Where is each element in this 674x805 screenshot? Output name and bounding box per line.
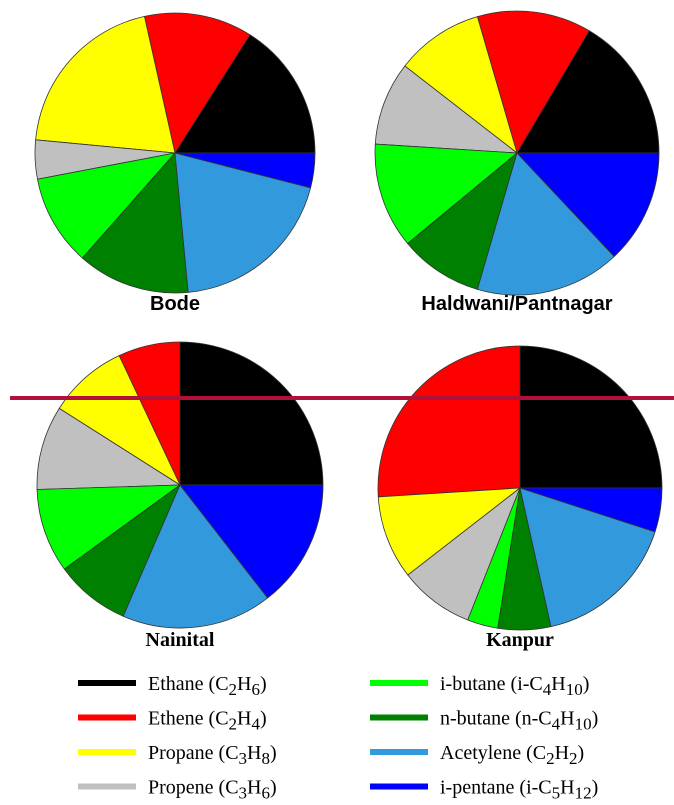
pie-slice <box>37 152 177 259</box>
pie-slice <box>81 152 189 294</box>
pie-slice <box>179 484 324 599</box>
pie-slice <box>35 15 176 154</box>
legend-label: Propane (C3H8) <box>148 742 277 768</box>
pie-slice <box>516 152 660 258</box>
pie-slice <box>58 355 181 487</box>
pie-slice <box>36 407 182 490</box>
pie-title: Nainital <box>146 629 215 651</box>
pie-slice <box>404 16 518 155</box>
pie-slice <box>143 12 251 155</box>
pie-title: Kanpur <box>486 629 554 651</box>
pie-slice <box>519 487 656 628</box>
legend-label: Ethene (C2H4) <box>148 708 267 734</box>
pie-slice <box>519 487 663 533</box>
pie-slice <box>476 152 615 296</box>
pie-slice <box>407 151 518 290</box>
pie-slice <box>174 152 316 189</box>
legend-label: i-butane (i-C4H10) <box>440 673 589 699</box>
legend-label: n-butane (n-C4H10) <box>440 708 598 734</box>
pie-slice <box>519 345 663 489</box>
pie-slice <box>476 10 590 154</box>
legend-label: Ethane (C2H6) <box>148 673 267 699</box>
pie-slice <box>377 487 522 576</box>
pie-slice <box>174 34 316 154</box>
pie-title: Haldwani/Pantnagar <box>421 293 612 315</box>
pie-slice <box>36 484 182 570</box>
pie-slice <box>174 152 312 293</box>
pie-slice <box>179 341 324 486</box>
pie-slice <box>377 345 521 498</box>
pie-slice <box>374 65 519 154</box>
pie-slice <box>122 484 269 629</box>
legend-label: Propene (C3H6) <box>148 777 277 803</box>
pie-slice <box>374 143 519 245</box>
legend-label: i-pentane (i-C5H12) <box>440 777 598 803</box>
pie-title: Bode <box>150 293 200 315</box>
pie-slice <box>516 30 660 154</box>
legend-label: Acetylene (C2H2) <box>440 742 584 768</box>
